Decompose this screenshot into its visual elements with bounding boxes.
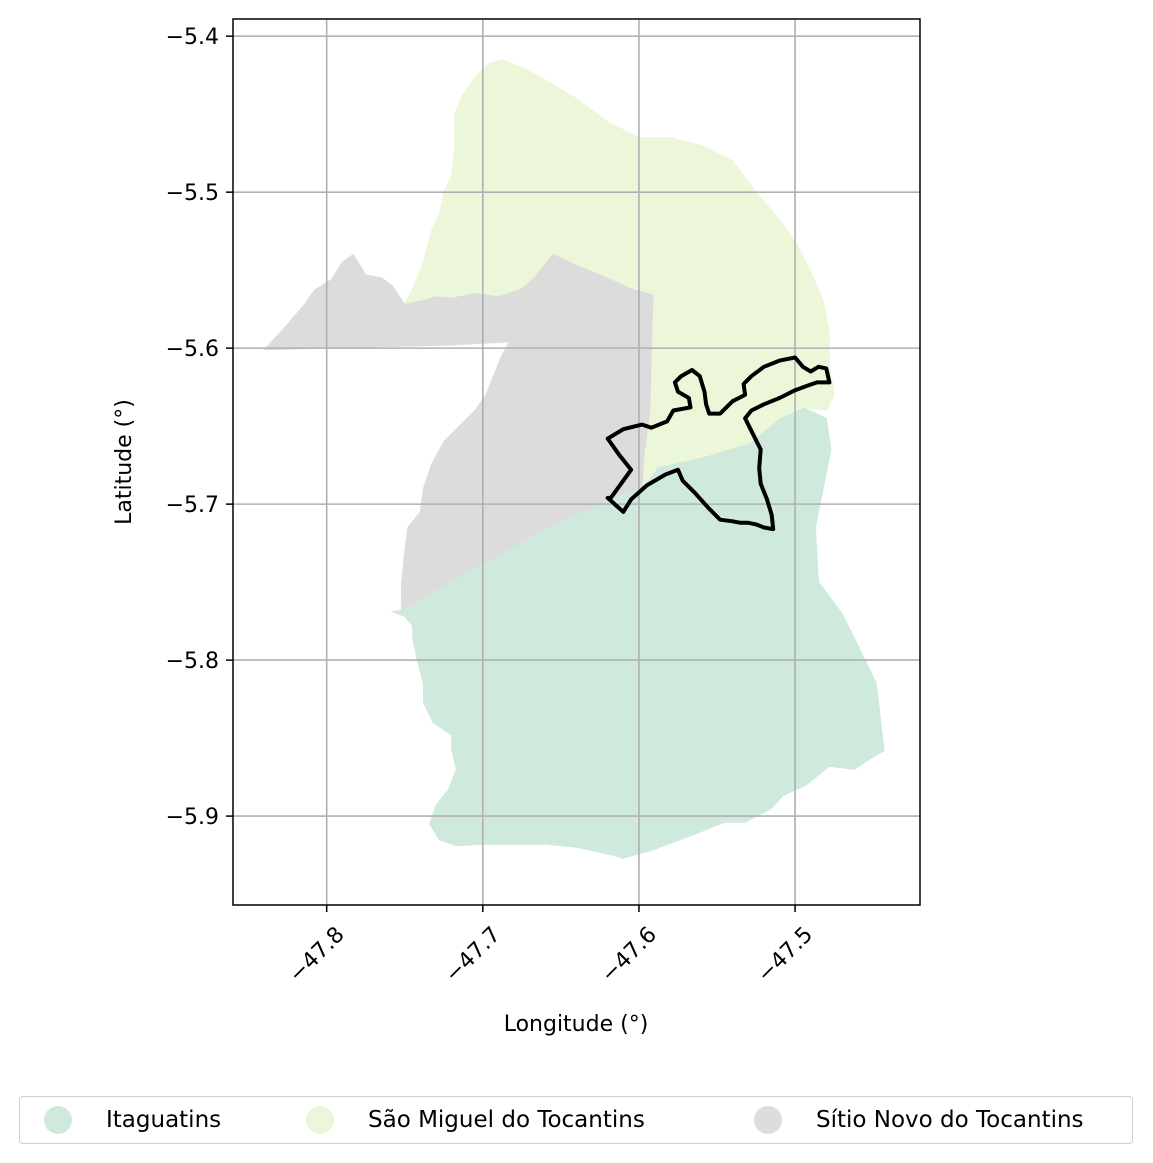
legend-item-sitio-novo: Sítio Novo do Tocantins [754, 1097, 1084, 1143]
highlight-layer [605, 355, 832, 532]
legend-marker-itaguatins [44, 1106, 72, 1134]
legend: Itaguatins São Miguel do Tocantins Sítio… [19, 1096, 1133, 1144]
y-axis-label: Latitude (°) [112, 399, 137, 525]
legend-item-itaguatins: Itaguatins [44, 1097, 221, 1143]
y-tick-label: −5.8 [166, 649, 219, 674]
grid-lines [233, 19, 920, 905]
legend-label-sitio-novo: Sítio Novo do Tocantins [816, 1107, 1084, 1133]
map-figure: −47.8 −47.7 −47.6 −47.5 −5.4 −5.5 −5.6 −5.7 −5.8… [112, 18, 921, 1037]
x-tick-label: −47.7 [440, 922, 505, 987]
y-tick-label: −5.9 [166, 805, 219, 830]
y-tick-label: −5.6 [166, 337, 219, 362]
legend-label-sao-miguel: São Miguel do Tocantins [368, 1107, 645, 1133]
highlighted-area-outline [605, 355, 832, 532]
legend-label-itaguatins: Itaguatins [106, 1107, 222, 1133]
y-tick-label: −5.5 [166, 181, 219, 206]
y-tick-label: −5.7 [166, 493, 219, 518]
x-axis-label: Longitude (°) [504, 1012, 649, 1037]
legend-item-sao-miguel: São Miguel do Tocantins [306, 1097, 645, 1143]
x-tick-label: −47.6 [597, 922, 662, 987]
legend-marker-sitio-novo [754, 1106, 782, 1134]
y-tick-label: −5.4 [166, 25, 219, 50]
legend-marker-sao-miguel [306, 1106, 334, 1134]
x-tick-label: −47.8 [284, 922, 349, 987]
x-tick-label: −47.5 [753, 922, 818, 987]
plot-frame [232, 18, 921, 906]
region-sitio-novo-do-tocantins [263, 253, 654, 612]
